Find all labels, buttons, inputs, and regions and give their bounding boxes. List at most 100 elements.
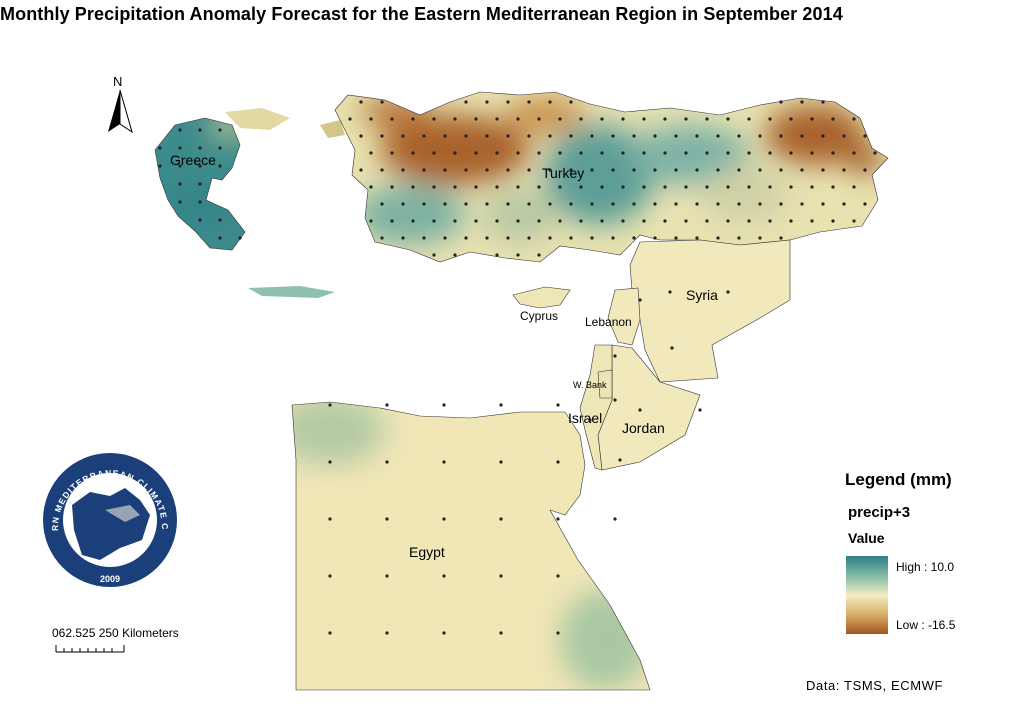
station-point xyxy=(831,185,835,189)
station-point xyxy=(506,236,510,240)
station-point xyxy=(178,182,182,186)
station-point xyxy=(588,418,592,422)
station-point xyxy=(670,346,674,350)
station-point xyxy=(218,128,222,132)
legend-low-label: Low : -16.5 xyxy=(896,618,956,632)
station-point xyxy=(369,219,373,223)
station-point xyxy=(779,134,783,138)
station-point xyxy=(527,202,531,206)
station-point xyxy=(695,168,699,172)
station-point xyxy=(432,253,436,257)
station-point xyxy=(810,117,814,121)
station-point xyxy=(716,236,720,240)
station-point xyxy=(495,253,499,257)
station-point xyxy=(632,236,636,240)
station-point xyxy=(613,517,617,521)
station-point xyxy=(726,185,730,189)
station-point xyxy=(590,168,594,172)
station-point xyxy=(747,219,751,223)
station-point xyxy=(516,219,520,223)
station-point xyxy=(632,202,636,206)
label-jordan: Jordan xyxy=(622,420,665,436)
station-point xyxy=(569,168,573,172)
station-point xyxy=(758,236,762,240)
label-greece: Greece xyxy=(170,152,216,168)
station-point xyxy=(579,185,583,189)
station-point xyxy=(674,134,678,138)
station-point xyxy=(716,202,720,206)
station-point xyxy=(558,185,562,189)
station-point xyxy=(527,100,531,104)
station-point xyxy=(800,134,804,138)
station-point xyxy=(758,202,762,206)
station-point xyxy=(611,236,615,240)
station-point xyxy=(810,185,814,189)
station-point xyxy=(695,202,699,206)
station-point xyxy=(443,202,447,206)
station-point xyxy=(705,185,709,189)
station-point xyxy=(485,168,489,172)
station-point xyxy=(464,134,468,138)
station-point xyxy=(495,185,499,189)
station-point xyxy=(569,202,573,206)
station-point xyxy=(821,168,825,172)
station-point xyxy=(198,164,202,168)
station-point xyxy=(873,151,877,155)
station-point xyxy=(198,218,202,222)
station-point xyxy=(747,151,751,155)
station-point xyxy=(432,117,436,121)
station-point xyxy=(638,408,642,412)
station-point xyxy=(768,185,772,189)
station-point xyxy=(369,117,373,121)
station-point xyxy=(558,117,562,121)
station-point xyxy=(198,146,202,150)
station-point xyxy=(422,134,426,138)
station-point xyxy=(158,164,162,168)
station-point xyxy=(548,134,552,138)
station-point xyxy=(653,236,657,240)
station-point xyxy=(768,117,772,121)
station-point xyxy=(613,398,617,402)
station-point xyxy=(611,168,615,172)
station-point xyxy=(548,168,552,172)
svg-text:EASTERN MEDITERRANEAN CLIMATE: EASTERN MEDITERRANEAN CLIMATE CENTRE xyxy=(0,0,170,531)
station-point xyxy=(705,151,709,155)
station-point xyxy=(178,164,182,168)
station-point xyxy=(556,574,560,578)
station-point xyxy=(621,117,625,121)
station-point xyxy=(789,151,793,155)
station-point xyxy=(653,134,657,138)
station-point xyxy=(442,574,446,578)
station-point xyxy=(842,168,846,172)
station-point xyxy=(800,168,804,172)
station-point xyxy=(516,151,520,155)
station-point xyxy=(359,100,363,104)
station-point xyxy=(716,168,720,172)
station-point xyxy=(569,100,573,104)
station-point xyxy=(411,151,415,155)
station-point xyxy=(768,151,772,155)
station-point xyxy=(537,151,541,155)
station-point xyxy=(390,185,394,189)
station-point xyxy=(747,185,751,189)
station-point xyxy=(653,168,657,172)
station-point xyxy=(663,151,667,155)
station-point xyxy=(506,168,510,172)
station-point xyxy=(556,460,560,464)
station-point xyxy=(726,219,730,223)
station-point xyxy=(359,134,363,138)
station-point xyxy=(810,219,814,223)
station-point xyxy=(401,134,405,138)
station-point xyxy=(863,134,867,138)
station-point xyxy=(411,219,415,223)
station-point xyxy=(432,219,436,223)
station-point xyxy=(590,202,594,206)
station-point xyxy=(674,202,678,206)
station-point xyxy=(556,517,560,521)
station-point xyxy=(385,517,389,521)
station-point xyxy=(789,117,793,121)
station-point xyxy=(642,117,646,121)
station-point xyxy=(768,219,772,223)
station-point xyxy=(485,202,489,206)
station-point xyxy=(442,460,446,464)
